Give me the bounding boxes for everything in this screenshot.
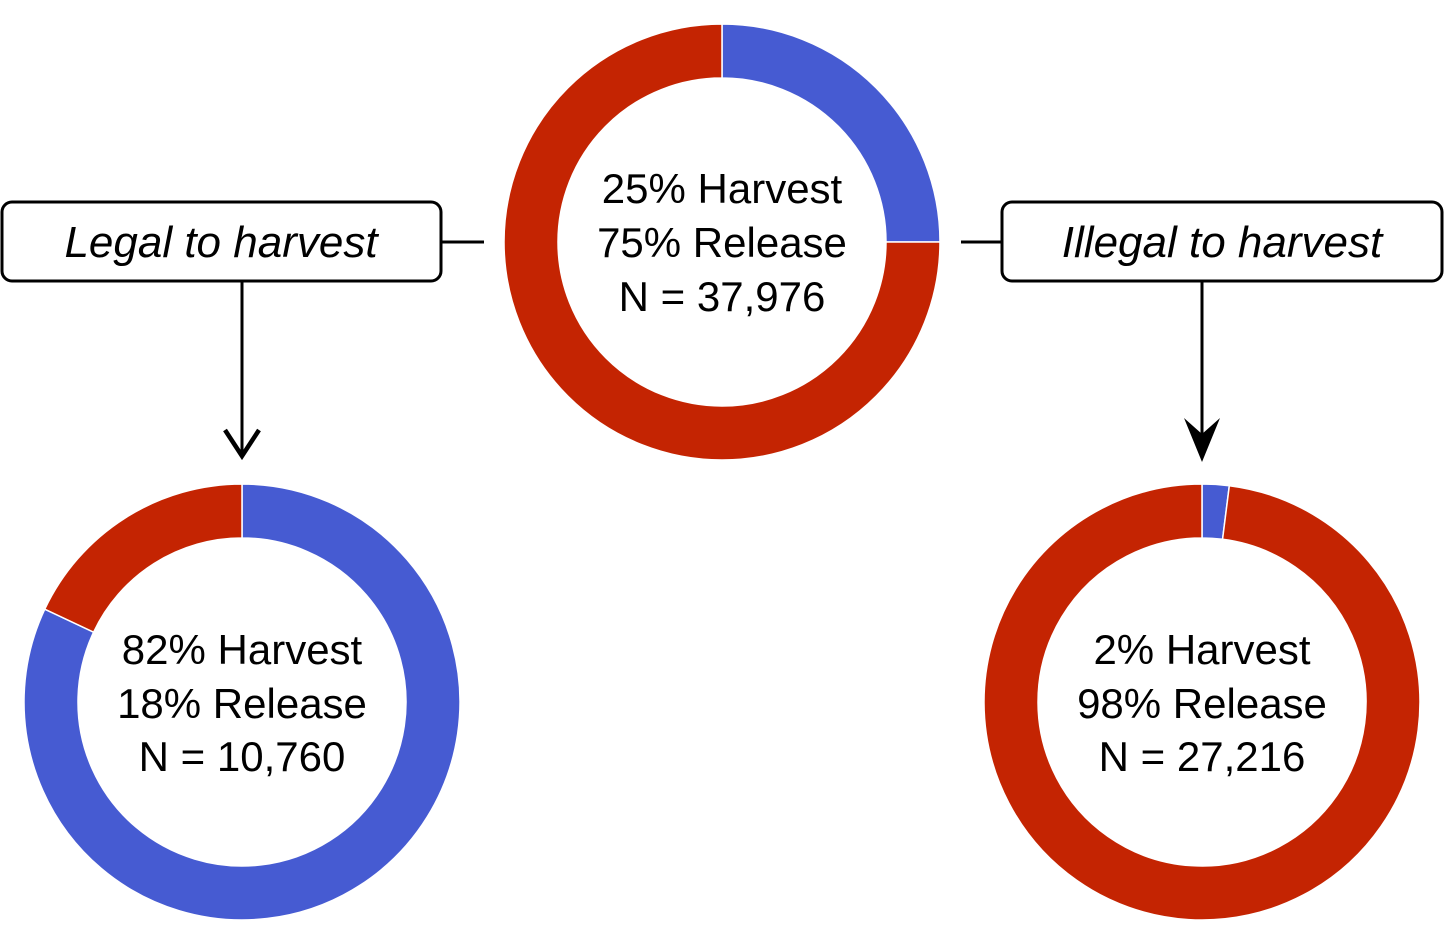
- donut-illegal-release-segment: [983, 483, 1421, 921]
- donut-overall-line-1: 25% Harvest: [602, 165, 843, 212]
- donut-legal-line-2: 18% Release: [117, 680, 367, 727]
- donut-legal-harvest-segment: [23, 483, 461, 921]
- donut-legal-line-1: 82% Harvest: [122, 626, 363, 673]
- donut-illegal-line-1: 2% Harvest: [1093, 626, 1310, 673]
- donut-overall: 25% Harvest 75% Release N = 37,976: [503, 23, 941, 461]
- illegal-arrowhead-icon: [1184, 418, 1220, 462]
- illegal-label: Illegal to harvest: [1062, 218, 1384, 267]
- donut-legal-line-3: N = 10,760: [139, 733, 346, 780]
- donut-illegal-line-2: 98% Release: [1077, 680, 1327, 727]
- legal-branch: Legal to harvest: [0, 200, 484, 461]
- donut-illegal: 2% Harvest 98% Release N = 27,216: [983, 483, 1421, 921]
- donut-legal: 82% Harvest 18% Release N = 10,760: [23, 483, 461, 921]
- donut-illegal-line-3: N = 27,216: [1099, 733, 1306, 780]
- donut-illegal-segments: [983, 483, 1421, 921]
- donut-overall-release-segment: [503, 23, 941, 461]
- illegal-branch: Illegal to harvest: [961, 200, 1444, 462]
- donut-legal-segments: [23, 483, 461, 921]
- donut-overall-line-3: N = 37,976: [619, 273, 826, 320]
- legal-label: Legal to harvest: [64, 218, 379, 267]
- donut-overall-line-2: 75% Release: [597, 219, 847, 266]
- donut-overall-segments: [503, 23, 941, 461]
- donut-legal-release-segment: [43, 483, 243, 634]
- legal-arrowhead-icon: [223, 428, 261, 461]
